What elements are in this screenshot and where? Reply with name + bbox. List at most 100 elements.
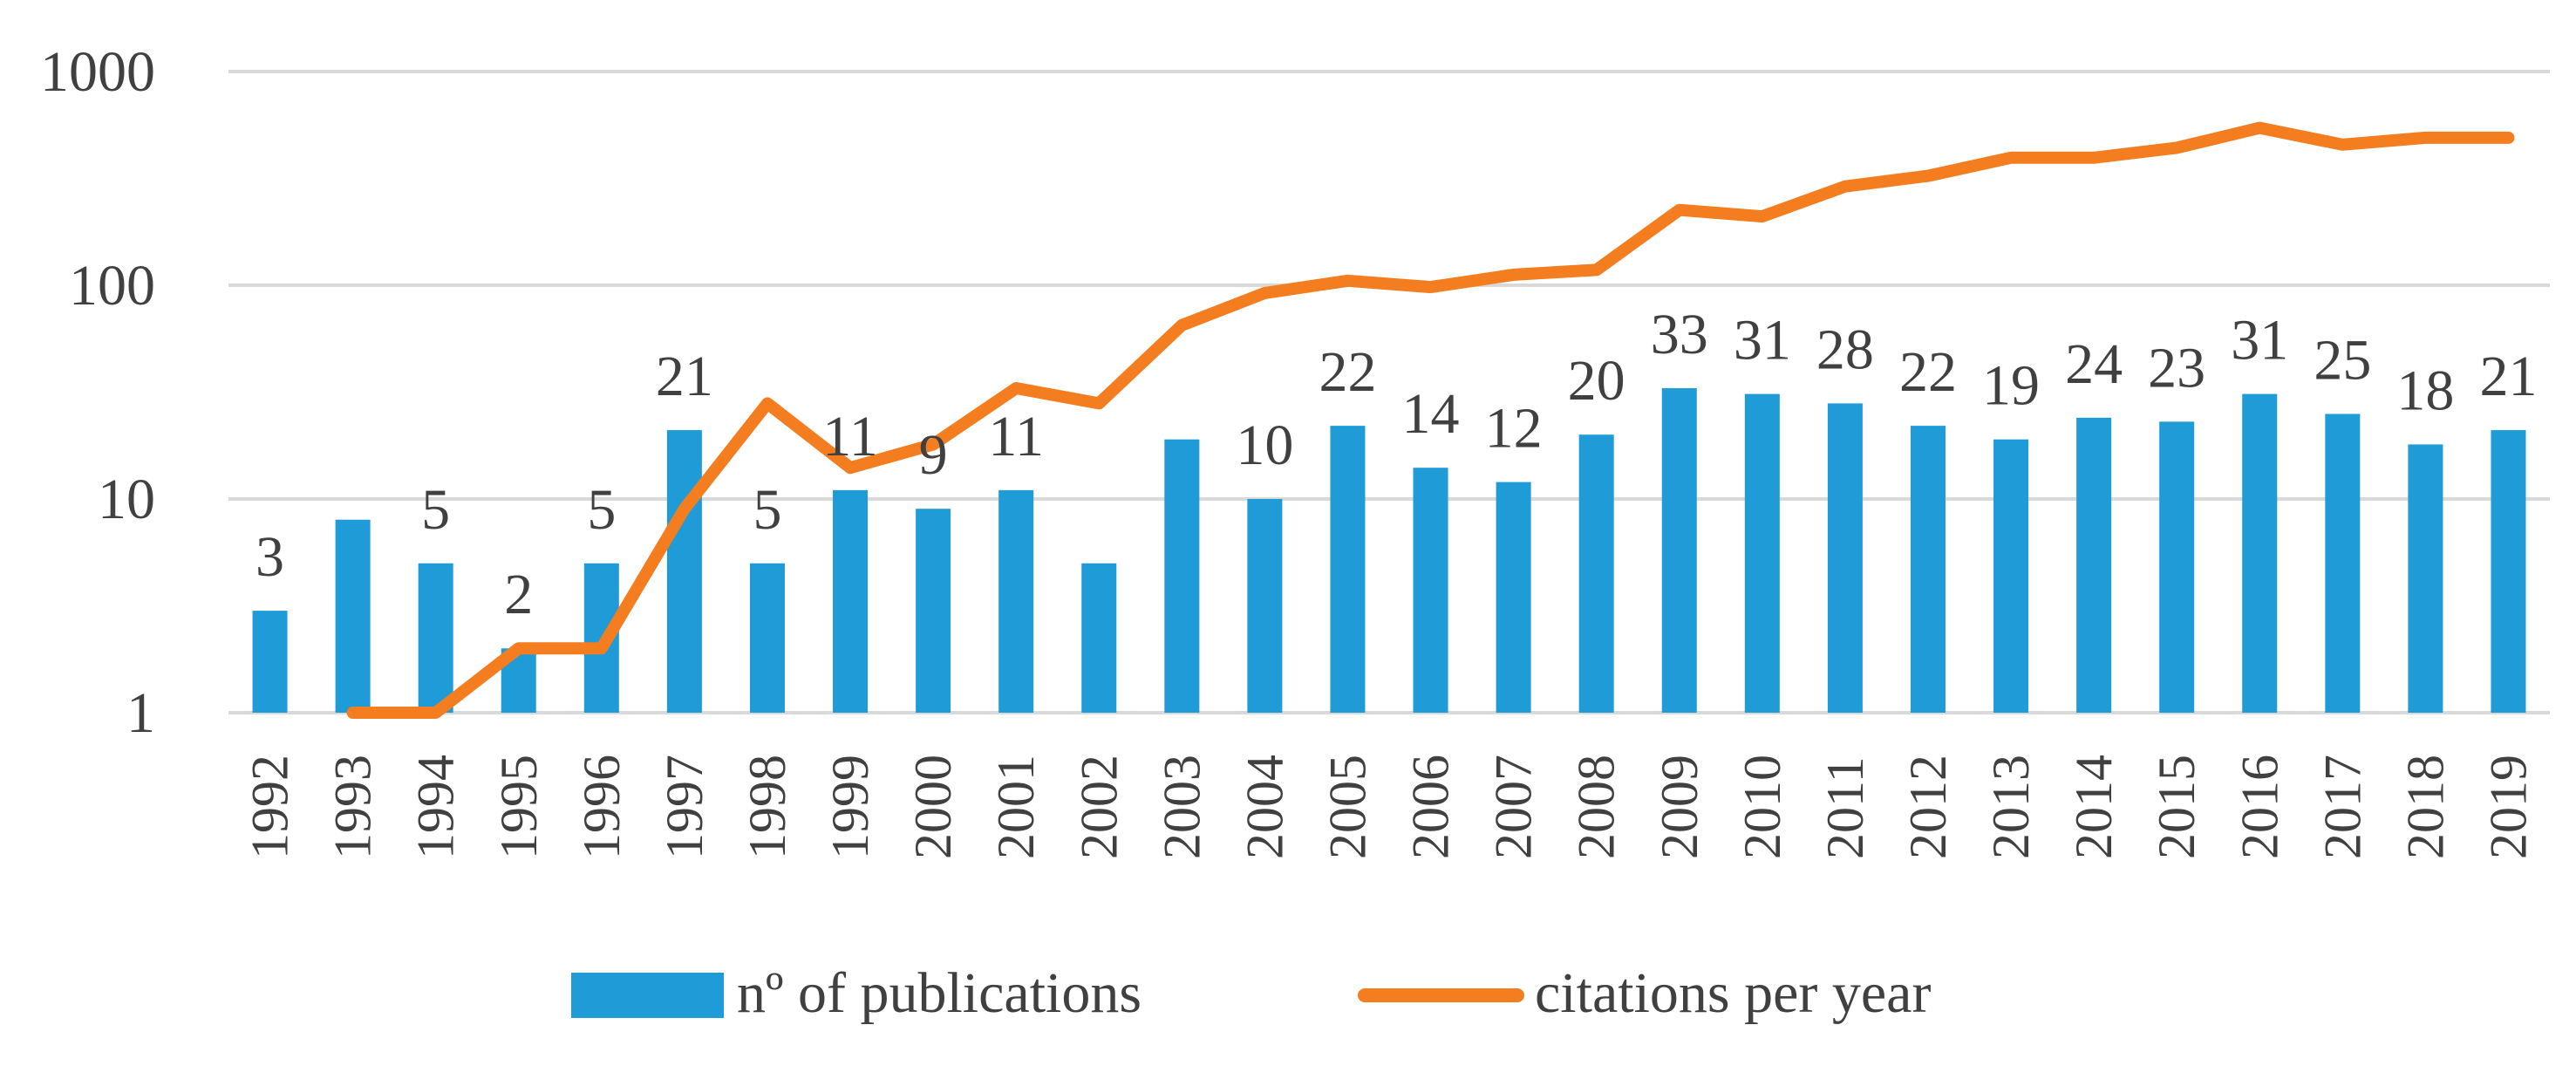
line-point-1994	[434, 712, 437, 714]
bar-2014	[2076, 417, 2112, 713]
line-series	[346, 121, 2515, 719]
x-tick-label: 1998	[739, 755, 796, 859]
line-point-2009	[1678, 208, 1680, 211]
bar-2018	[2408, 444, 2443, 713]
bar-2007	[1496, 482, 1531, 713]
y-tick-label: 100	[69, 254, 155, 318]
data-label-2005: 22	[1319, 340, 1376, 404]
bar-2006	[1413, 468, 1448, 713]
x-tick-label: 2016	[2231, 755, 2288, 859]
x-tick-label: 2002	[1070, 755, 1128, 859]
line-point-2013	[2010, 156, 2013, 159]
line-point-2016	[2259, 126, 2261, 129]
bar-2019	[2491, 430, 2526, 713]
line-point-1995	[517, 647, 520, 650]
data-label-1992: 3	[256, 525, 284, 589]
bar-1993	[335, 519, 371, 713]
line-point-1993	[351, 712, 354, 714]
x-tick-label: 2017	[2314, 755, 2371, 859]
x-tick-label: 2019	[2479, 755, 2537, 859]
bar-2011	[1827, 403, 1863, 713]
line-point-2010	[1761, 215, 1763, 218]
x-tick-label: 2018	[2396, 755, 2454, 859]
line-point-2002	[1098, 402, 1101, 405]
line-point-2018	[2424, 136, 2427, 139]
x-tick-label: 2004	[1236, 755, 1293, 859]
legend-swatch-publications	[571, 973, 724, 1018]
bar-2002	[1081, 563, 1117, 713]
line-point-2000	[932, 443, 935, 446]
bar-1994	[418, 563, 453, 713]
x-tick-label: 2015	[2148, 755, 2205, 859]
bar-2013	[1993, 439, 2029, 713]
data-label-2010: 31	[1734, 309, 1791, 372]
data-label-2008: 20	[1568, 349, 1625, 413]
bar-2017	[2325, 413, 2361, 713]
x-tick-label: 2011	[1816, 756, 1874, 859]
bar-2016	[2242, 393, 2278, 713]
x-tick-label: 1992	[242, 755, 299, 859]
data-label-2016: 31	[2231, 309, 2288, 372]
data-label-1997: 21	[656, 345, 713, 408]
data-label-2018: 18	[2396, 359, 2454, 422]
x-tick-label: 1999	[821, 755, 879, 859]
legend-label-publications: nº of publications	[737, 961, 1141, 1025]
bar-2001	[998, 489, 1034, 713]
bar-2005	[1330, 426, 1366, 713]
data-label-2014: 24	[2065, 332, 2123, 396]
bar-2015	[2159, 421, 2195, 713]
line-point-2008	[1595, 269, 1598, 271]
x-tick-label: 2009	[1651, 755, 1708, 859]
data-label-1998: 5	[753, 478, 781, 542]
x-tick-label: 1996	[573, 755, 630, 859]
x-tick-label: 2007	[1485, 755, 1543, 859]
bar-1999	[833, 489, 869, 713]
bar-2000	[916, 509, 951, 713]
line-point-2003	[1181, 324, 1183, 326]
x-tick-label: 2000	[904, 755, 962, 859]
data-label-2009: 33	[1651, 303, 1708, 366]
legend: nº of publications citations per year	[571, 961, 1931, 1025]
bar-2003	[1164, 439, 1200, 713]
data-label-2013: 19	[1982, 354, 2040, 418]
bar-series	[252, 387, 2526, 713]
legend-label-citations: citations per year	[1535, 961, 1931, 1025]
x-tick-label: 2006	[1402, 755, 1460, 859]
data-label-2007: 12	[1485, 397, 1543, 461]
line-point-2012	[1926, 174, 1929, 177]
x-tick-label: 2005	[1319, 755, 1376, 859]
data-label-2015: 23	[2148, 336, 2205, 400]
data-label-2004: 10	[1236, 413, 1293, 477]
bar-1992	[252, 611, 288, 713]
data-label-1999: 11	[822, 405, 878, 468]
line-point-2001	[1015, 386, 1018, 389]
bar-2009	[1661, 387, 1697, 713]
x-tick-label: 2010	[1734, 755, 1791, 859]
line-point-1997	[683, 508, 685, 510]
line-point-2014	[2093, 156, 2096, 159]
x-tick-label: 1994	[407, 755, 465, 859]
y-tick-label: 1	[126, 681, 155, 745]
y-axis-ticks: 1 10 100 1000	[40, 40, 155, 745]
x-tick-label: 2001	[987, 755, 1045, 859]
line-point-2006	[1429, 286, 1432, 289]
line-point-2011	[1843, 185, 1846, 188]
x-tick-label: 2003	[1153, 755, 1210, 859]
data-label-1994: 5	[421, 478, 450, 542]
line-point-2017	[2341, 143, 2344, 146]
y-tick-label: 10	[98, 468, 155, 531]
bar-2010	[1744, 393, 1780, 713]
bar-2012	[1910, 426, 1946, 713]
bar-2008	[1578, 434, 1614, 713]
line-point-2004	[1264, 291, 1266, 294]
line-point-1999	[849, 467, 852, 469]
data-label-2017: 25	[2314, 329, 2371, 393]
line-point-1998	[766, 402, 768, 405]
data-label-2019: 21	[2479, 345, 2537, 408]
line-point-2005	[1346, 279, 1349, 282]
data-label-2011: 28	[1816, 318, 1874, 381]
line-point-2015	[2176, 147, 2178, 149]
